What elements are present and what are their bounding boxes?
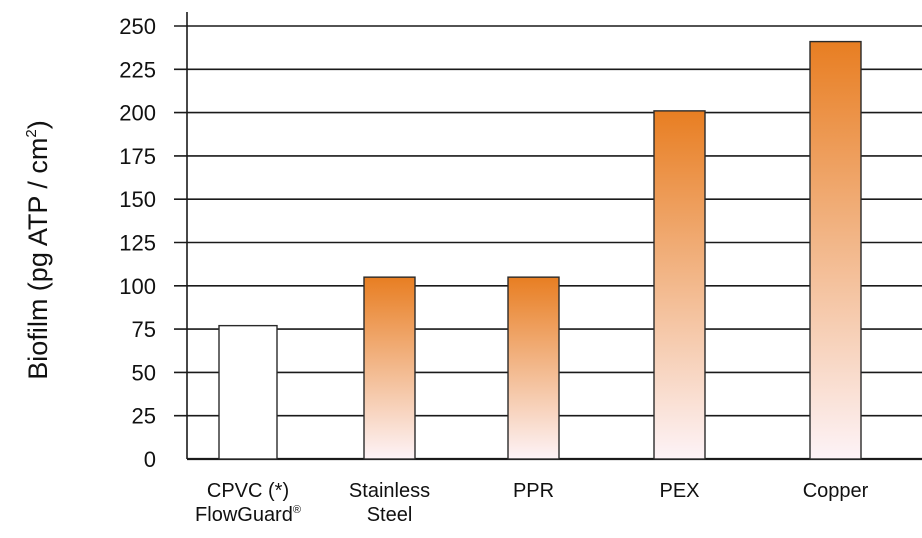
x-category-label: PPR	[513, 480, 554, 502]
y-tick-label: 50	[132, 360, 156, 385]
x-category-label: Copper	[803, 480, 869, 502]
y-tick-label: 250	[119, 14, 156, 39]
x-category-label: FlowGuard®	[195, 504, 301, 526]
x-category-label: Stainless	[349, 480, 430, 502]
x-category-label: Steel	[367, 504, 413, 526]
y-tick-label: 175	[119, 144, 156, 169]
x-category-label: CPVC (*)	[207, 480, 289, 502]
y-tick-label: 150	[119, 187, 156, 212]
bar	[218, 324, 278, 460]
bar	[363, 276, 416, 460]
y-axis-title: Biofilm (pg ATP / cm2)	[23, 120, 53, 379]
bar	[653, 110, 706, 460]
y-tick-label: 200	[119, 101, 156, 126]
bars	[218, 40, 862, 460]
y-tick-label: 225	[119, 57, 156, 82]
bar	[507, 276, 560, 460]
y-tick-label: 100	[119, 274, 156, 299]
y-tick-label: 75	[132, 317, 156, 342]
y-tick-label: 0	[144, 447, 156, 472]
y-tick-labels: 0 25 50 75 100 125 150 175 200 225 250	[119, 14, 156, 472]
bar	[809, 40, 862, 460]
y-tick-label: 125	[119, 231, 156, 256]
gridlines	[174, 25, 922, 417]
y-tick-label: 25	[132, 404, 156, 429]
x-category-label: PEX	[659, 480, 699, 502]
